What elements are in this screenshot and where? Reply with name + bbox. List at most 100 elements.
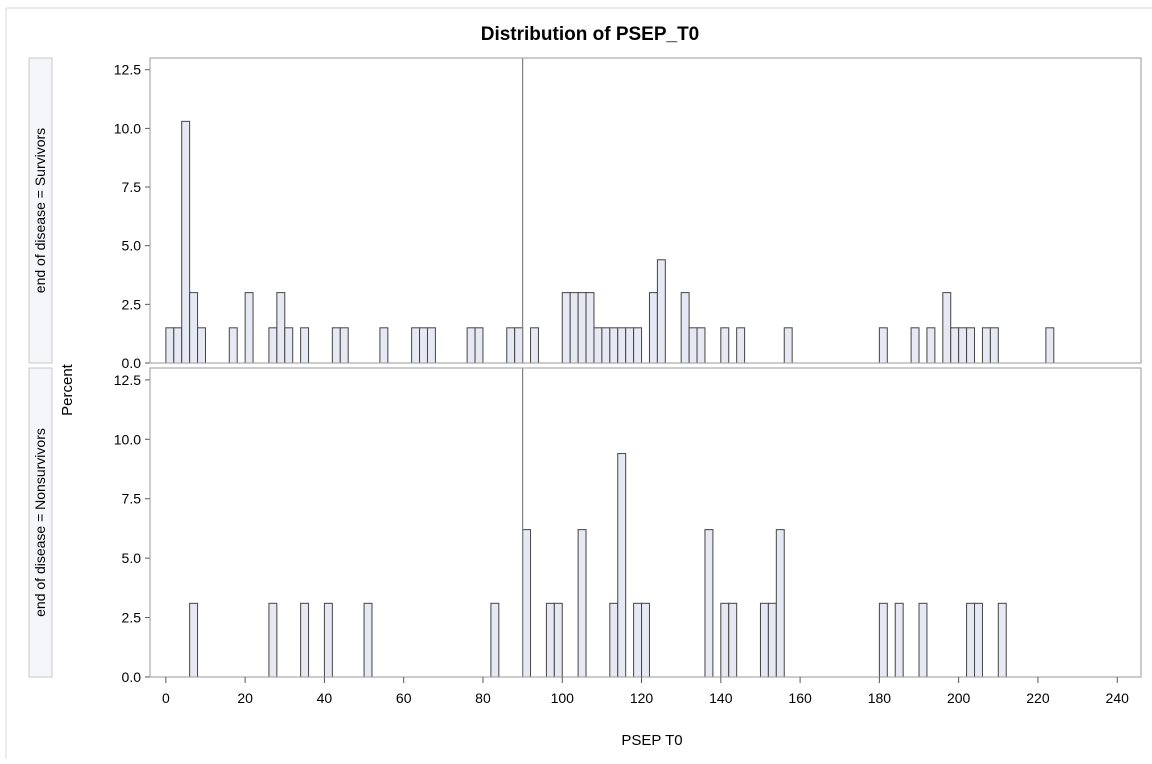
x-tick-label: 160 (788, 690, 812, 706)
histogram-bar (633, 327, 643, 364)
y-tick-label: 2.5 (122, 296, 142, 312)
histogram-bar (894, 602, 904, 678)
x-tick-label: 200 (947, 690, 971, 706)
histogram-bar (268, 602, 278, 678)
panel-strip (28, 367, 53, 678)
histogram-bar (577, 529, 587, 678)
y-tick-label: 12.5 (114, 62, 141, 78)
histogram-bar (1045, 327, 1055, 364)
histogram-bar (942, 292, 952, 364)
x-tick-label: 120 (630, 690, 654, 706)
histogram-bar (331, 327, 341, 364)
histogram-bar (918, 602, 928, 678)
histogram-bar (530, 327, 539, 364)
histogram-bar (950, 327, 960, 364)
histogram-bar (648, 292, 658, 364)
histogram-bar (490, 602, 500, 678)
histogram-bar (966, 327, 976, 364)
histogram-bar (363, 602, 373, 678)
histogram-bar (989, 327, 999, 364)
y-tick-label: 0.0 (122, 669, 142, 685)
y-tick-label: 7.5 (122, 179, 142, 195)
histogram-bar (680, 292, 690, 364)
histogram-bar (609, 602, 619, 678)
x-tick-label: 180 (868, 690, 892, 706)
histogram-bar (601, 327, 611, 364)
histogram-bar (910, 327, 920, 364)
x-tick-label: 40 (317, 690, 333, 706)
histogram-bar (759, 602, 769, 678)
histogram-bar (617, 453, 627, 678)
y-tick-label: 5.0 (122, 550, 142, 566)
y-axis-label: Percent (59, 363, 76, 416)
panel-2: end of disease = Nonsurvivors 0.0 2.5 5.0 7.… (28, 367, 1142, 685)
histogram-bar (981, 327, 991, 364)
y-tick-label: 10.0 (114, 431, 141, 447)
histogram-bar (958, 327, 968, 364)
histogram-bar (411, 327, 421, 364)
x-tick-label: 240 (1106, 690, 1130, 706)
plot-frame (149, 57, 1142, 364)
y-tick-label: 10.0 (114, 120, 141, 136)
histogram-bar (609, 327, 619, 364)
histogram-bar (506, 327, 516, 364)
histogram-bar (704, 529, 714, 678)
histogram-bar (284, 327, 294, 364)
histogram-bar (617, 327, 627, 364)
x-axis: 0 20 40 60 80 100 120 140 160 180 200 220 240 (162, 677, 1129, 706)
histogram-bar (173, 327, 183, 364)
histogram-bar (228, 327, 238, 364)
histogram-bar (268, 327, 278, 364)
histogram-bar (553, 602, 563, 678)
x-tick-label: 80 (475, 690, 491, 706)
histogram-bar (728, 602, 738, 678)
histogram-bar (276, 292, 286, 364)
histogram-bar (300, 327, 310, 364)
histogram-bar (736, 327, 746, 364)
histogram-bar (189, 292, 199, 364)
histogram-bar (426, 327, 436, 364)
x-tick-label: 20 (237, 690, 253, 706)
histogram-bar (189, 602, 199, 678)
histogram-bar (696, 327, 706, 364)
histogram-bar (688, 327, 698, 364)
histogram-bar (767, 602, 777, 678)
histogram-bar (633, 602, 643, 678)
histogram-bar (878, 602, 888, 678)
histogram-bar (466, 327, 476, 364)
panel-strip (28, 57, 53, 364)
y-tick-label: 7.5 (122, 491, 142, 507)
histogram-bar (878, 327, 888, 364)
histogram-bar (593, 327, 603, 364)
panels-group: end of disease = Survivors 0.0 2.5 5.0 7.5 10… (28, 57, 1142, 685)
x-tick-label: 100 (551, 690, 575, 706)
histogram-bar (561, 292, 571, 364)
histogram-bar (522, 529, 532, 678)
histogram-bar (997, 602, 1007, 678)
x-tick-label: 0 (162, 690, 170, 706)
panel-1: end of disease = Survivors 0.0 2.5 5.0 7.5 10… (28, 57, 1142, 371)
histogram-bar (641, 602, 650, 678)
x-tick-label: 220 (1026, 690, 1050, 706)
histogram-bar (625, 327, 635, 364)
histogram-bar (966, 602, 976, 678)
histogram-bar (323, 602, 333, 678)
histogram-bar (577, 292, 587, 364)
histogram-bar (419, 327, 428, 364)
y-tick-label: 2.5 (122, 610, 142, 626)
histogram-bar (569, 292, 579, 364)
histogram-bar (926, 327, 936, 364)
histogram-bar (339, 327, 349, 364)
histogram-bar (379, 327, 389, 364)
chart-title: Distribution of PSEP_T0 (481, 24, 700, 45)
histogram-bar (181, 120, 191, 364)
histogram-bar (720, 602, 730, 678)
panel-label: end of disease = Nonsurvivors (32, 428, 48, 617)
histogram-bar (656, 259, 666, 364)
histogram-bar (545, 602, 555, 678)
histogram-bar (974, 602, 983, 678)
histogram-bar (197, 327, 206, 364)
histogram-bar (300, 602, 310, 678)
